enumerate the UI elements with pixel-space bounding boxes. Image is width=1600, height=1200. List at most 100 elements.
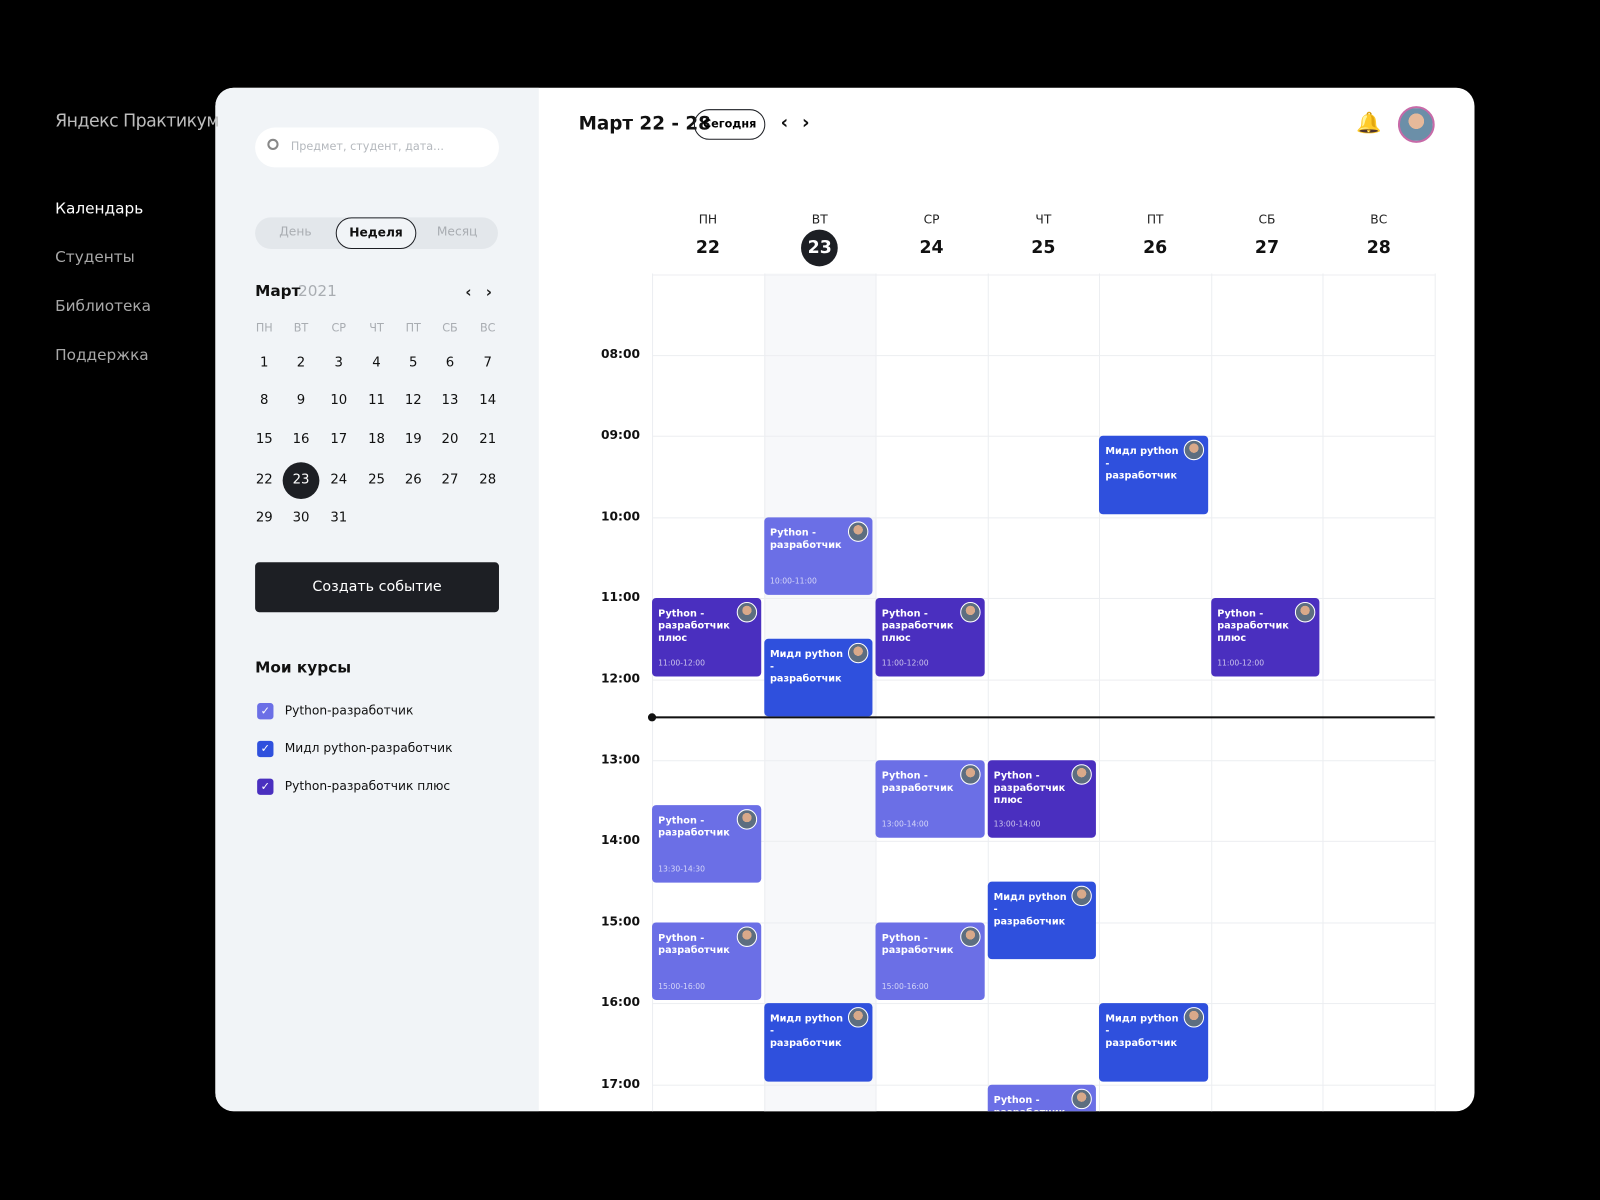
- month-label: Март: [255, 281, 301, 301]
- time-label: 17:00: [601, 1076, 641, 1091]
- nav-item[interactable]: Студенты: [55, 247, 135, 267]
- nav-item[interactable]: Календарь: [55, 198, 144, 218]
- user-avatar[interactable]: [1397, 106, 1435, 143]
- mini-date[interactable]: 9: [296, 392, 306, 409]
- event-card[interactable]: Python - разработчик 13:00-14:00: [875, 760, 985, 839]
- nav-item[interactable]: Поддержка: [55, 345, 149, 365]
- mini-date[interactable]: 28: [479, 472, 497, 488]
- grid-line: [652, 679, 1435, 681]
- today-button[interactable]: Сегодня: [693, 109, 766, 140]
- mini-date[interactable]: 18: [368, 431, 385, 447]
- mini-date[interactable]: 1: [260, 355, 269, 371]
- mini-date[interactable]: 16: [292, 431, 310, 447]
- prev-month[interactable]: ‹: [465, 282, 472, 302]
- grid-line: [987, 273, 989, 1112]
- day-date[interactable]: 24: [919, 237, 944, 259]
- event-avatar: [848, 1007, 869, 1028]
- view-option[interactable]: Неделя: [335, 217, 417, 249]
- mini-date[interactable]: 22: [255, 472, 273, 488]
- event-card[interactable]: Python - разработчик 10:00-11:00: [763, 517, 873, 596]
- mini-date[interactable]: 13: [441, 392, 459, 409]
- mini-date[interactable]: 21: [479, 431, 497, 447]
- event-card[interactable]: Мидл python - разработчик: [987, 881, 1097, 960]
- event-card[interactable]: Python - разработчик: [987, 1084, 1097, 1112]
- grid-line: [652, 598, 1435, 600]
- mini-weekday: ВТ: [293, 321, 309, 335]
- event-card[interactable]: Python - разработчик плюс 13:00-14:00: [987, 760, 1097, 839]
- event-card[interactable]: Python - разработчик 15:00-16:00: [875, 922, 985, 1001]
- course-checkbox[interactable]: ✓: [257, 703, 274, 720]
- mini-date[interactable]: 10: [330, 392, 348, 409]
- day-date[interactable]: 26: [1143, 237, 1168, 259]
- event-title: Мидл python - разработчик: [769, 648, 844, 685]
- next-week[interactable]: ›: [802, 112, 810, 134]
- mini-date[interactable]: 8: [260, 392, 269, 409]
- time-label: 09:00: [601, 427, 641, 443]
- mini-date[interactable]: 24: [330, 472, 348, 488]
- event-avatar: [1295, 602, 1316, 623]
- mini-weekday: СБ: [442, 321, 458, 335]
- course-checkbox[interactable]: ✓: [257, 740, 274, 758]
- mini-date[interactable]: 4: [372, 355, 381, 371]
- time-label: 13:00: [601, 752, 641, 767]
- mini-date[interactable]: 19: [404, 431, 422, 447]
- event-card[interactable]: Python - разработчик плюс 11:00-12:00: [875, 598, 985, 677]
- course-checkbox[interactable]: ✓: [257, 778, 274, 795]
- event-time: 10:00-11:00: [769, 576, 817, 586]
- course-name: Мидл python-разработчик: [284, 740, 453, 756]
- time-label: 15:00: [601, 914, 641, 929]
- day-date[interactable]: 28: [1366, 237, 1391, 259]
- event-time: 11:00-12:00: [881, 657, 929, 667]
- grid-line: [652, 274, 1435, 276]
- mini-date[interactable]: 7: [483, 355, 492, 371]
- app-card: Предмет, студент, дата... День Неделя Месяц…: [215, 87, 1475, 1112]
- event-time: 13:00-14:00: [993, 819, 1041, 829]
- mini-weekday: ПТ: [405, 321, 421, 335]
- day-name: ЧТ: [1035, 212, 1052, 227]
- mini-date[interactable]: 6: [445, 355, 455, 371]
- event-avatar: [959, 764, 981, 785]
- grid-line: [652, 841, 1435, 843]
- mini-weekday: ВС: [479, 321, 496, 335]
- search-box[interactable]: Предмет, студент, дата...: [255, 127, 499, 168]
- mini-date[interactable]: 30: [292, 510, 310, 526]
- mini-date[interactable]: 23: [282, 462, 320, 499]
- next-month[interactable]: ›: [485, 282, 493, 302]
- grid-line: [1099, 273, 1101, 1112]
- mini-date[interactable]: 25: [368, 472, 385, 488]
- time-label: 11:00: [601, 589, 641, 605]
- create-button[interactable]: Создать событие: [255, 562, 499, 613]
- mini-date[interactable]: 3: [334, 355, 344, 371]
- prev-week[interactable]: ‹: [780, 112, 789, 134]
- mini-date[interactable]: 17: [330, 431, 348, 447]
- nav-item[interactable]: Библиотека: [55, 296, 152, 316]
- event-card[interactable]: Мидл python - разработчик: [1099, 1003, 1209, 1082]
- mini-date[interactable]: 2: [296, 355, 306, 371]
- mini-date[interactable]: 20: [441, 431, 459, 447]
- mini-date[interactable]: 29: [255, 510, 273, 526]
- day-date[interactable]: 27: [1254, 237, 1280, 259]
- view-option[interactable]: День: [279, 224, 312, 239]
- event-card[interactable]: Мидл python - разработчик: [763, 1003, 873, 1082]
- event-avatar: [736, 602, 757, 623]
- event-card[interactable]: Python - разработчик 15:00-16:00: [652, 922, 761, 1001]
- event-card[interactable]: Мидл python - разработчик: [1099, 436, 1209, 515]
- day-date[interactable]: 25: [1031, 237, 1056, 259]
- mini-date[interactable]: 31: [330, 510, 348, 526]
- mini-date[interactable]: 12: [404, 392, 422, 409]
- mini-date[interactable]: 27: [441, 472, 459, 488]
- event-card[interactable]: Python - разработчик плюс 11:00-12:00: [1211, 598, 1320, 677]
- mini-date[interactable]: 5: [409, 355, 418, 371]
- mini-date[interactable]: 14: [479, 392, 497, 409]
- event-card[interactable]: Python - разработчик плюс 11:00-12:00: [652, 598, 761, 677]
- event-title: Python - разработчик: [881, 932, 954, 956]
- event-card[interactable]: Мидл python - разработчик: [763, 638, 873, 717]
- mini-date[interactable]: 15: [255, 431, 273, 447]
- day-date[interactable]: 22: [695, 237, 721, 259]
- mini-date[interactable]: 26: [404, 472, 422, 488]
- bell-icon[interactable]: 🔔: [1356, 110, 1382, 135]
- mini-date[interactable]: 11: [368, 392, 385, 409]
- day-date[interactable]: 23: [801, 229, 839, 267]
- view-option[interactable]: Месяц: [436, 224, 478, 239]
- event-card[interactable]: Python - разработчик 13:30-14:30: [652, 804, 761, 883]
